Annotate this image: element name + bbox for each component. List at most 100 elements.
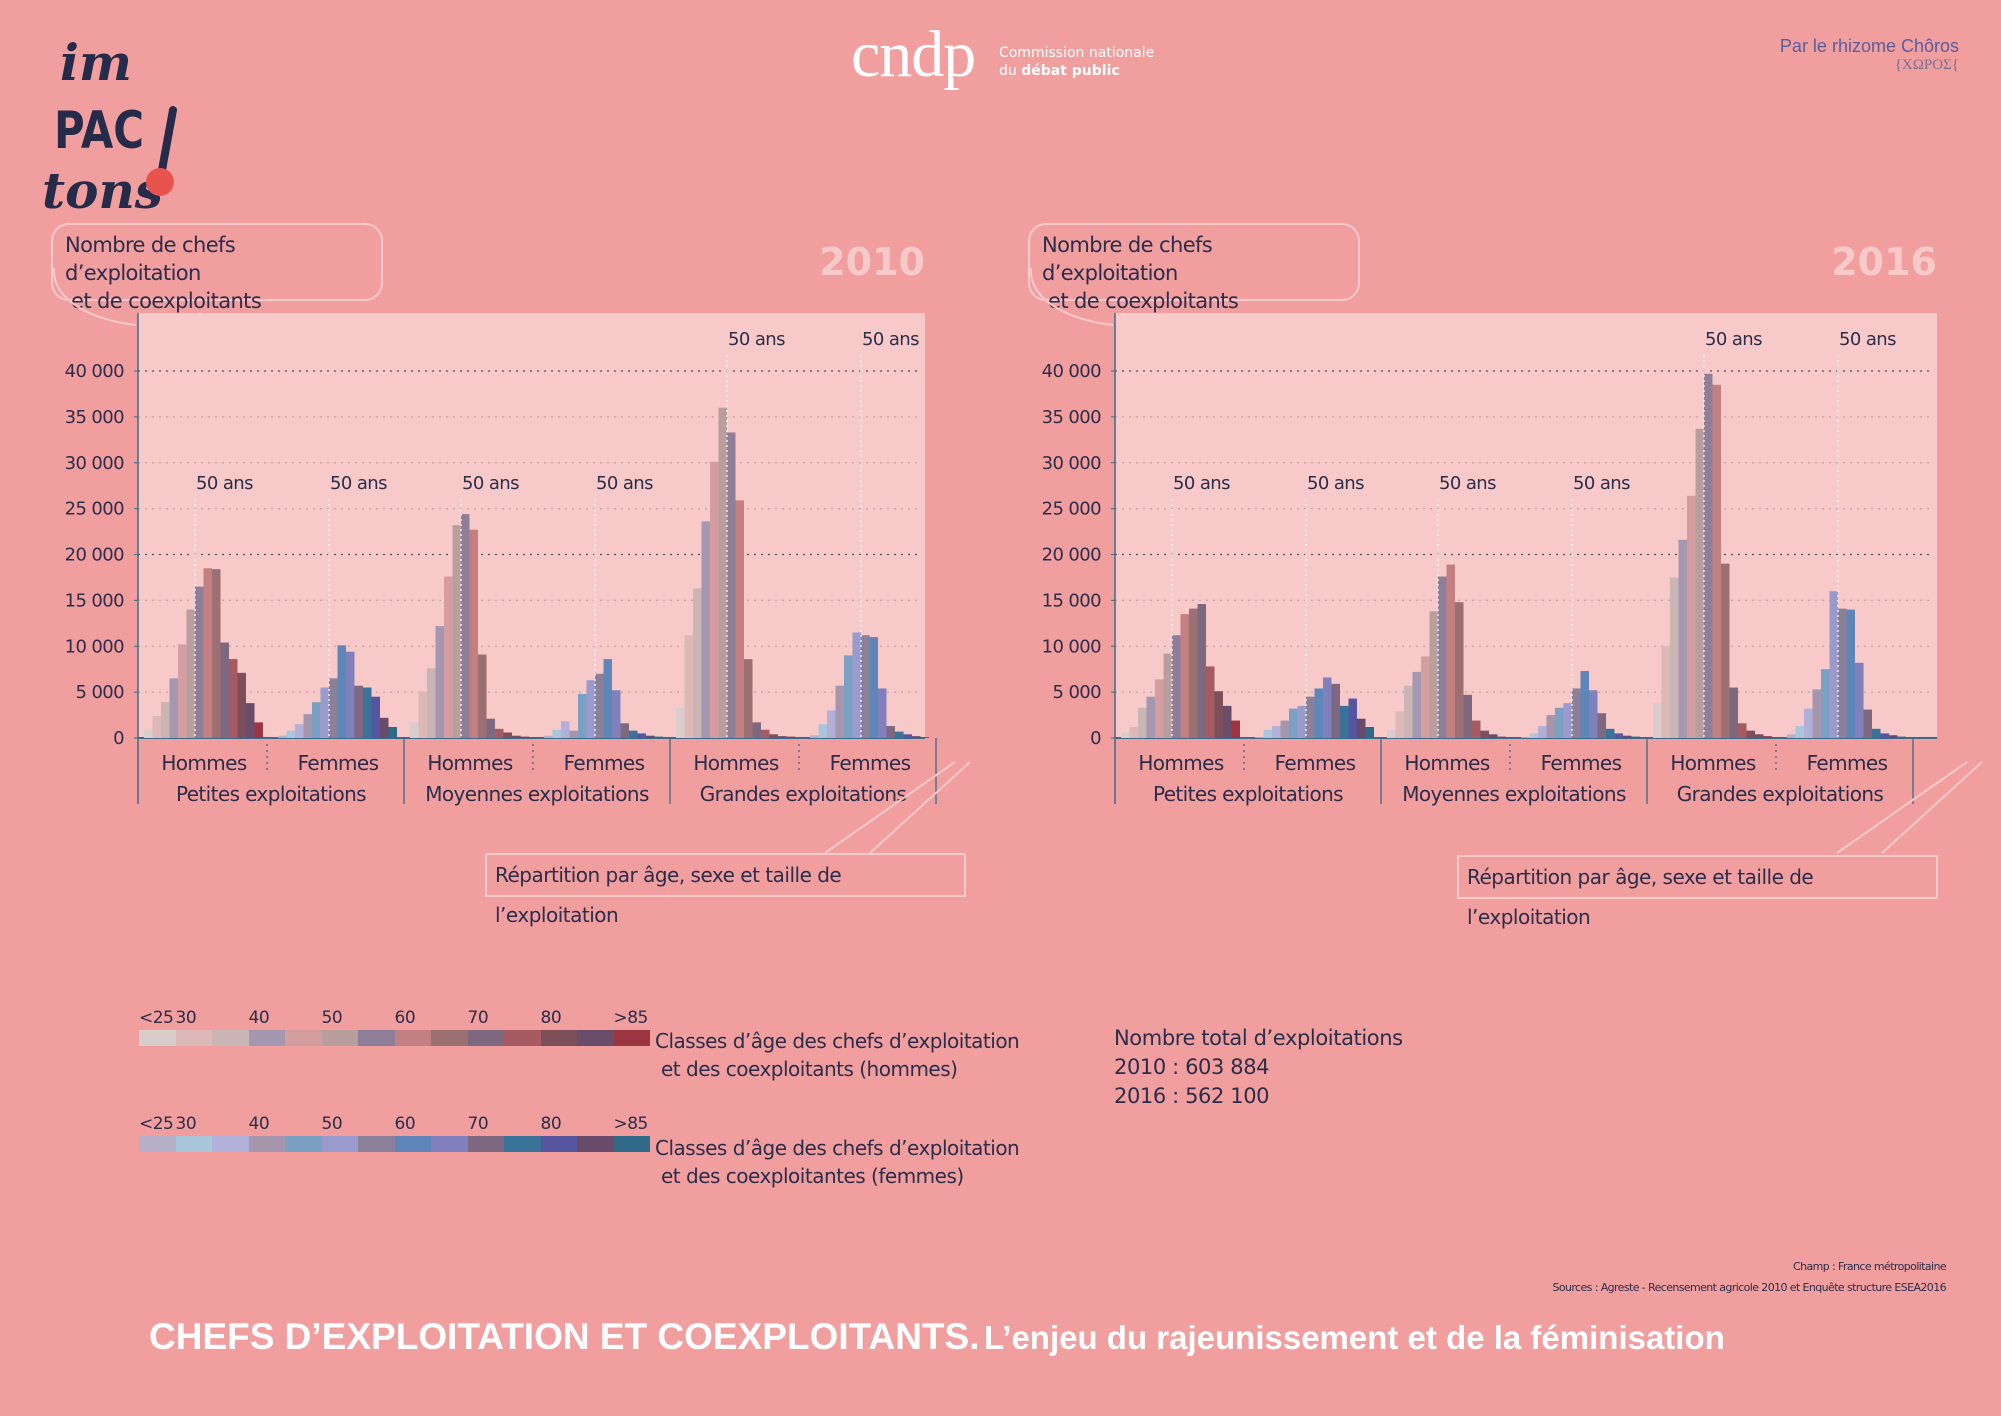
bar-hommes-30-34: [1404, 685, 1413, 738]
bar-hommes-35-39: [435, 626, 444, 738]
bar-femmes-75-79: [1348, 698, 1357, 738]
bar-femmes-55-59: [1580, 671, 1589, 738]
bar-femmes-75-79: [1614, 733, 1623, 738]
legend-tick-label: 30: [175, 1114, 197, 1134]
marker-label-50: 50 ans: [728, 329, 785, 350]
legend-swatch: [540, 1030, 577, 1046]
svg-text:tons: tons: [42, 161, 163, 220]
legend-women-label: Classes d’âge des chefs d’exploitation e…: [655, 1134, 1020, 1190]
bar-femmes-65-69: [1863, 709, 1872, 738]
legend-tick-label: >85: [613, 1114, 649, 1134]
legend-swatch: [321, 1136, 358, 1152]
y-tick-label: 35 000: [1042, 407, 1102, 428]
legend-swatch: [139, 1136, 176, 1152]
y-tick-label: 25 000: [1042, 499, 1102, 520]
y-tick-label: 25 000: [65, 499, 125, 520]
ylabel-bubble-2010: Nombre de chefs d’exploitation et de coe…: [51, 223, 383, 313]
ylabel-bubble-2016: Nombre de chefs d’exploitation et de coe…: [1028, 223, 1360, 313]
bar-femmes->85: [388, 726, 397, 738]
bar-femmes-55-59: [1846, 609, 1855, 738]
sex-label: Femmes: [830, 751, 911, 775]
legend-swatch: [248, 1030, 285, 1046]
legend-tick-label: 40: [248, 1008, 270, 1028]
bar-femmes-40-44: [844, 655, 853, 738]
bar-femmes-45-49: [1297, 705, 1306, 738]
marker-label-50: 50 ans: [1573, 473, 1630, 494]
legend-women-line2: et des coexploitantes (femmes): [661, 1164, 964, 1188]
bar-femmes-40-44: [312, 702, 321, 738]
group-label: Moyennes exploitations: [425, 782, 649, 806]
y-tick-label: 15 000: [65, 590, 125, 611]
legend-tick-label: 70: [467, 1008, 489, 1028]
bar-hommes-50-54: [1172, 635, 1181, 738]
cndp-line2: du débat public: [999, 62, 1154, 80]
bar-hommes-80-84: [778, 736, 787, 738]
bar-femmes-75-79: [637, 733, 646, 738]
cndp-subtitle: Commission nationale du débat public: [999, 44, 1154, 80]
bar-hommes-35-39: [1678, 539, 1687, 738]
bar-femmes-35-39: [835, 685, 844, 738]
legend-swatch: [394, 1030, 431, 1046]
bar-femmes-70-74: [363, 687, 372, 738]
legend-tick-label: 50: [321, 1114, 343, 1134]
legend-tick-label: 50: [321, 1008, 343, 1028]
bar-femmes->85: [654, 736, 663, 738]
bar-hommes-60-64: [478, 654, 487, 738]
bar-hommes-55-59: [203, 568, 212, 738]
cndp-line2-prefix: du: [999, 63, 1017, 79]
bar-femmes-60-64: [1855, 662, 1864, 738]
bar-femmes-60-64: [1589, 690, 1598, 738]
bar-hommes->85: [520, 736, 529, 738]
legend-ticks: <25 30 40 50 60 70 80 >85: [139, 1008, 659, 1030]
legend-swatch: [212, 1030, 249, 1046]
bar-hommes-35-39: [701, 521, 710, 738]
chart-2010: 0 5 000 10 000 15 000 20 000 25 000 30 000 35 0…: [52, 267, 971, 854]
legend-swatch: [139, 1030, 176, 1046]
bar-hommes-30-34: [693, 588, 702, 738]
bar-hommes-60-64: [212, 569, 221, 738]
y-tick-label: 5 000: [1052, 682, 1101, 703]
footer-title: CHEFS D’EXPLOITATION ET COEXPLOITANTS. L…: [149, 1316, 1725, 1358]
legend-swatch: [285, 1030, 322, 1046]
bar-femmes-25-29: [552, 729, 561, 738]
bar-femmes-45-49: [320, 687, 329, 738]
bar-hommes-80-84: [1223, 705, 1232, 738]
bar-femmes-65-69: [1331, 683, 1340, 738]
bar-femmes-<25: [278, 735, 287, 738]
legend-swatch: [175, 1136, 212, 1152]
legend-tick-label: 30: [175, 1008, 197, 1028]
bar-hommes->85: [786, 736, 795, 738]
bar-hommes-65-69: [752, 722, 761, 738]
bar-hommes-75-79: [237, 672, 246, 738]
sex-label: Femmes: [298, 751, 379, 775]
legend-tick-label: <25: [139, 1008, 174, 1028]
plot-area: [1115, 313, 1937, 738]
bar-femmes-<25: [1255, 737, 1264, 738]
legend-swatches: [139, 1030, 650, 1046]
legend-swatch: [577, 1136, 614, 1152]
bar-femmes-55-59: [337, 645, 346, 738]
bar-hommes-30-34: [1670, 577, 1679, 738]
legend-men-line2: et des coexploitants (hommes): [661, 1057, 958, 1081]
bar-hommes-65-69: [1197, 604, 1206, 738]
bar-femmes-75-79: [371, 696, 380, 738]
xlabel-callout-2016: Répartition par âge, sexe et taille de l…: [1457, 855, 1938, 929]
marker-label-50: 50 ans: [1705, 329, 1762, 350]
bar-hommes-80-84: [1489, 734, 1498, 738]
legend-tick-label: 80: [540, 1008, 562, 1028]
bar-femmes-30-34: [827, 710, 836, 738]
bar-femmes-<25: [1787, 734, 1796, 738]
bar-hommes-60-64: [1189, 608, 1198, 738]
legend-swatch: [504, 1136, 541, 1152]
bar-femmes-35-39: [1546, 715, 1555, 738]
bar-hommes-50-54: [195, 586, 204, 738]
bar-hommes-<25: [144, 729, 153, 738]
legend-swatch: [212, 1136, 249, 1152]
bar-hommes-70-74: [495, 728, 504, 738]
legend-swatch: [613, 1136, 650, 1152]
bar-hommes-30-34: [427, 668, 436, 738]
sex-label: Femmes: [1541, 751, 1622, 775]
bar-hommes-55-59: [469, 529, 478, 738]
y-tick-label: 20 000: [1042, 545, 1102, 566]
